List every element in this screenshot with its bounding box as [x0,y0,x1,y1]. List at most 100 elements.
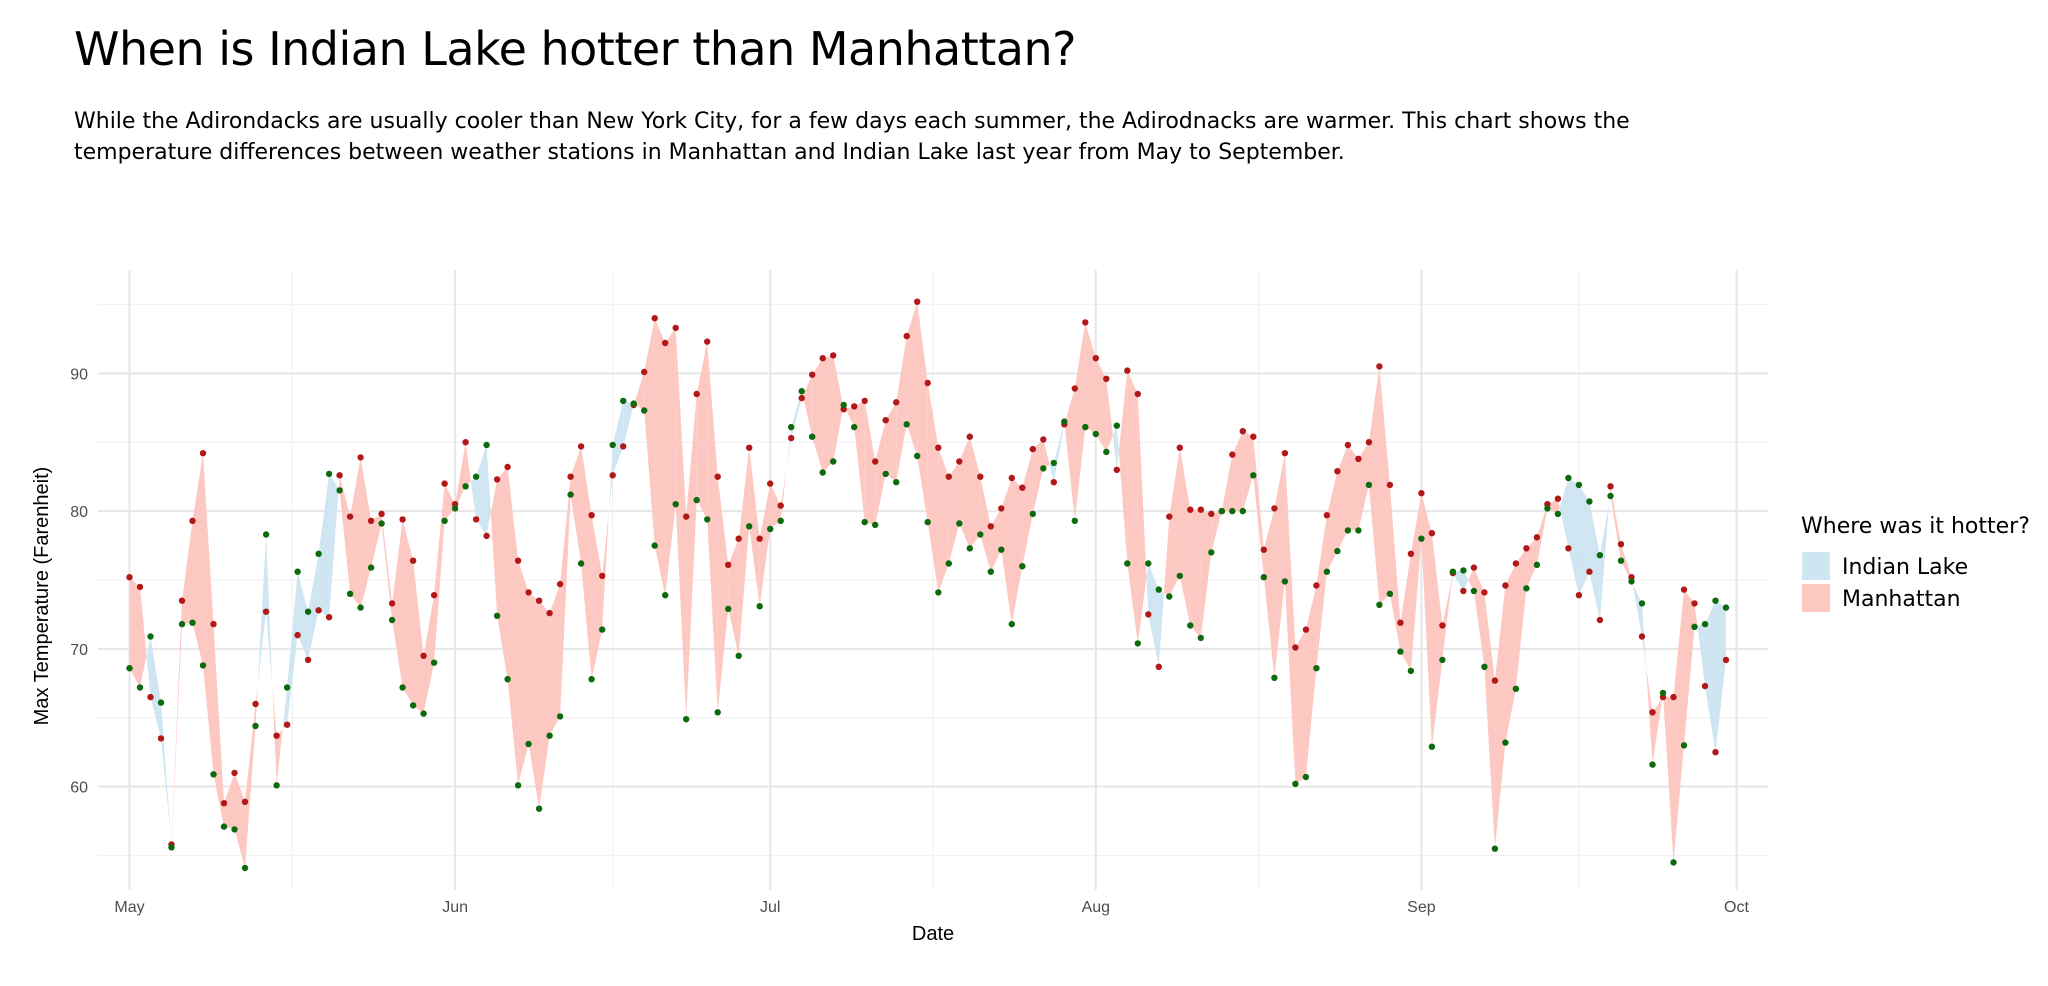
indian-lake-point [903,421,910,428]
indian-lake-point [1187,622,1194,629]
manhattan-point [903,332,910,340]
indian-lake-point [914,452,921,460]
difference-ribbon [948,461,960,564]
indian-lake-point [672,501,679,508]
difference-ribbon [864,400,876,525]
difference-ribbon [1011,478,1023,625]
manhattan-point [725,561,732,568]
difference-ribbon [1085,322,1096,434]
manhattan-point [336,472,343,479]
difference-ribbon [602,511,609,630]
difference-ribbon [161,702,171,837]
difference-ribbon [339,475,351,594]
manhattan-point [1523,545,1530,552]
manhattan-point [283,721,291,728]
indian-lake-point [819,469,826,476]
indian-lake-point [304,608,312,615]
manhattan-point [367,517,375,524]
indian-lake-point [1544,505,1551,512]
difference-ribbon [665,327,676,596]
difference-ribbon [738,447,750,656]
x-tick-label: Jul [760,899,780,916]
manhattan-point [1596,616,1604,624]
difference-ribbon [1379,366,1390,605]
manhattan-point [231,769,238,777]
difference-ribbon [507,467,519,786]
indian-lake-point [746,523,753,530]
difference-ribbon [1410,493,1422,671]
indian-lake-point [1481,663,1488,670]
indian-lake-point [1523,585,1530,592]
legend: Where was it hotter? Indian Lake Manhatta… [1801,514,2030,612]
difference-ribbon [654,318,666,596]
indian-lake-point [651,542,658,549]
manhattan-point [567,473,574,480]
difference-ribbon [1179,447,1191,626]
difference-ribbon [1049,462,1054,483]
indian-lake-point [945,560,952,567]
difference-ribbon [1652,698,1663,765]
difference-ribbon [845,406,855,428]
difference-ribbon [1578,484,1590,596]
manhattan-point [199,450,207,457]
difference-ribbon [1463,570,1469,591]
manhattan-point [346,513,354,520]
manhattan-point [420,652,427,659]
indian-lake-point [1407,667,1415,675]
difference-ribbon [959,436,970,549]
indian-lake-point [1491,845,1499,852]
difference-ribbon [1684,589,1695,746]
x-tick-label: Jun [442,899,468,916]
chart-title: When is Indian Lake hotter than Manhatta… [74,22,1077,76]
indian-lake-point [1376,601,1383,608]
indian-lake-point [756,603,763,610]
indian-lake-point [1134,640,1142,647]
difference-ribbon [539,600,550,809]
indian-lake-point [1607,492,1614,500]
indian-lake-point [1596,552,1604,559]
indian-lake-point [1670,859,1677,866]
indian-lake-point [220,823,228,830]
difference-ribbon [171,600,182,848]
indian-lake-point [535,805,543,812]
difference-ribbon [413,560,424,714]
indian-lake-point [472,473,480,480]
manhattan-point [399,516,406,523]
indian-lake-point [325,470,333,478]
indian-lake-point [861,518,868,526]
manhattan-point [304,656,312,664]
manhattan-point [1134,390,1142,398]
indian-lake-point [588,676,595,683]
difference-ribbon [146,636,151,698]
difference-ribbon [1705,600,1716,753]
manhattan-point [325,614,333,621]
indian-lake-point [126,665,133,672]
difference-ribbon [1095,358,1107,452]
difference-ribbon [1316,515,1327,669]
manhattan-point [767,480,774,487]
y-tick-label: 90 [70,366,88,383]
manhattan-point [1502,582,1509,589]
difference-ribbon [612,400,624,476]
difference-ribbon [518,560,529,786]
manhattan-point [378,510,385,518]
manhattan-point [1050,479,1058,486]
difference-ribbon [1697,624,1705,687]
indian-lake-point [136,684,144,691]
manhattan-point [1365,439,1373,446]
indian-lake-point [1008,620,1015,628]
difference-ribbon [1421,493,1432,747]
difference-ribbon [896,336,907,483]
legend-label: Manhattan [1842,587,1961,612]
difference-ribbon [1116,425,1119,470]
manhattan-point [241,798,249,805]
difference-ribbon [282,687,288,730]
manhattan-point [956,458,963,465]
difference-ribbon [1337,445,1348,552]
indian-lake-point [1470,587,1478,595]
manhattan-point [882,417,889,424]
difference-ribbon [1442,575,1453,660]
difference-ribbon [1064,388,1075,521]
manhattan-point [1197,506,1205,513]
manhattan-point [1239,428,1247,435]
